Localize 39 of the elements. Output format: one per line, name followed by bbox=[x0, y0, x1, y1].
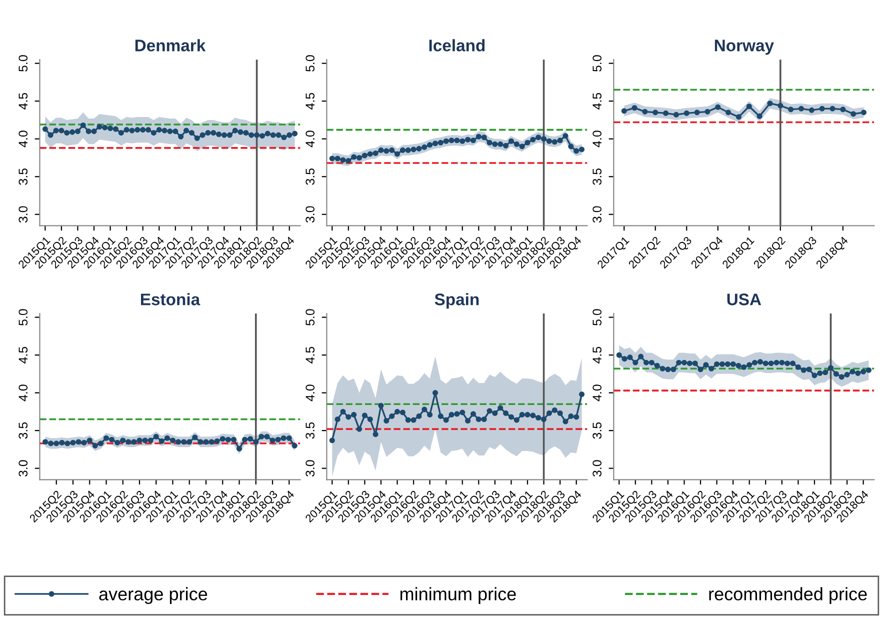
y-tick-label: 4.5 bbox=[306, 92, 315, 110]
y-tick-label: 3.5 bbox=[306, 422, 315, 439]
y-tick-label: 3.0 bbox=[306, 460, 315, 477]
chart-title: Norway bbox=[714, 40, 774, 55]
y-tick-label: 4.5 bbox=[592, 346, 602, 364]
y-tick-label: 4.0 bbox=[306, 384, 315, 402]
y-tick-label: 4.5 bbox=[18, 92, 28, 110]
y-tick-label: 4.5 bbox=[306, 346, 315, 364]
y-tick-label: 5.0 bbox=[18, 55, 28, 72]
chart-title: Estonia bbox=[140, 293, 200, 306]
y-tick-label: 3.5 bbox=[18, 422, 28, 439]
legend-label: average price bbox=[99, 587, 208, 604]
legend-label: minimum price bbox=[400, 587, 516, 604]
y-tick-label: 4.0 bbox=[18, 130, 28, 148]
y-tick-label: 5.0 bbox=[592, 55, 602, 72]
y-tick-label: 4.5 bbox=[18, 346, 28, 364]
y-tick-label: 3.0 bbox=[592, 206, 602, 223]
y-tick-label: 5.0 bbox=[592, 309, 602, 326]
y-tick-label: 3.5 bbox=[306, 168, 315, 185]
y-tick-label: 3.0 bbox=[18, 460, 28, 477]
chart-title: Spain bbox=[434, 293, 479, 309]
y-tick-label: 4.0 bbox=[306, 130, 315, 148]
y-tick-label: 3.0 bbox=[18, 206, 28, 223]
y-tick-label: 4.5 bbox=[592, 92, 602, 110]
legend-label: recommended price bbox=[709, 587, 867, 604]
y-tick-label: 5.0 bbox=[18, 309, 28, 326]
y-tick-label: 5.0 bbox=[306, 55, 315, 72]
y-tick-label: 3.0 bbox=[306, 206, 315, 223]
chart-title: Iceland bbox=[429, 39, 485, 52]
y-tick-label: 3.5 bbox=[592, 168, 602, 185]
y-tick-label: 3.5 bbox=[18, 168, 28, 185]
y-tick-label: 4.0 bbox=[592, 384, 602, 402]
y-tick-label: 3.0 bbox=[592, 460, 602, 477]
chart-title: Denmark bbox=[135, 39, 206, 52]
y-tick-label: 3.5 bbox=[592, 422, 602, 439]
chart-title: USA bbox=[727, 294, 762, 306]
y-tick-label: 4.0 bbox=[18, 384, 28, 402]
y-tick-label: 5.0 bbox=[306, 309, 315, 326]
y-tick-label: 4.0 bbox=[592, 130, 602, 148]
